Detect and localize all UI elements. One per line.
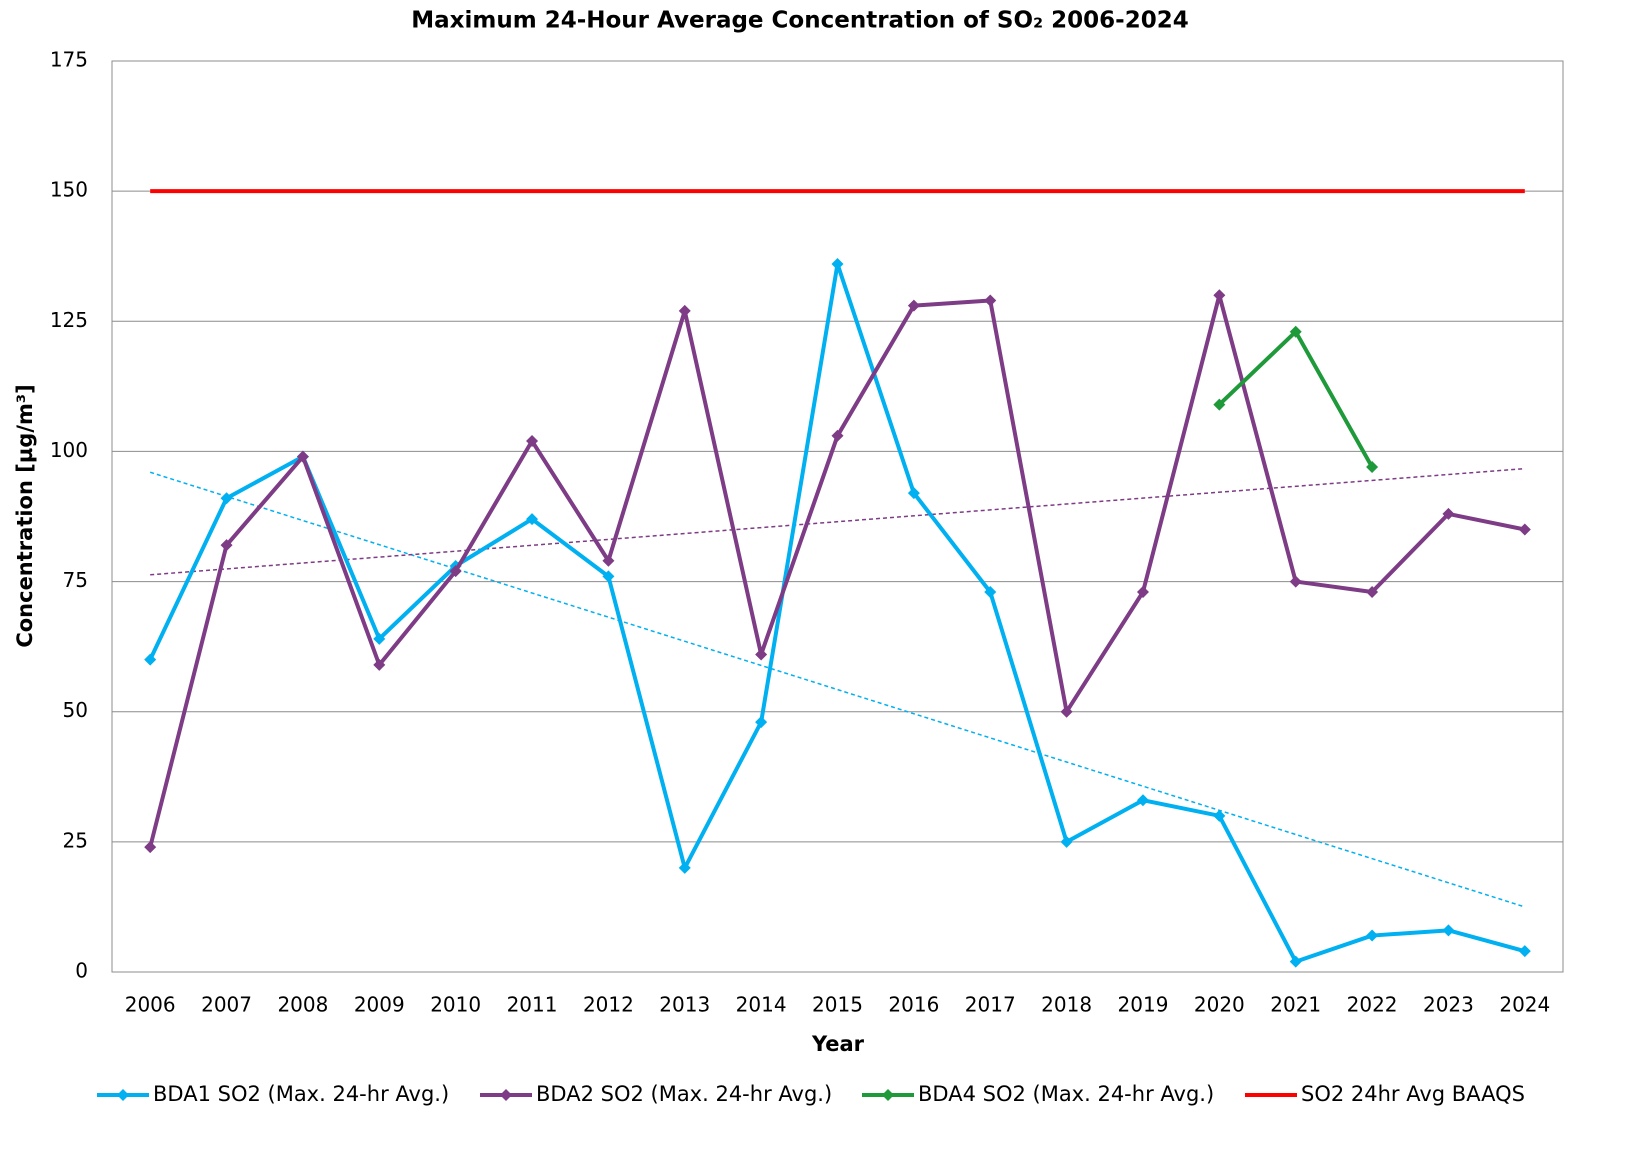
y-tick-label: 175 — [50, 48, 88, 72]
x-tick-label: 2008 — [277, 993, 328, 1017]
data-point — [831, 258, 844, 271]
x-tick-label: 2023 — [1423, 993, 1474, 1017]
data-point — [1213, 289, 1226, 302]
data-point — [678, 304, 691, 317]
x-tick-label: 2006 — [125, 993, 176, 1017]
y-tick-label: 125 — [50, 308, 88, 332]
x-tick-label: 2011 — [507, 993, 558, 1017]
data-point — [831, 429, 844, 442]
data-point — [678, 861, 691, 874]
data-point — [1366, 929, 1379, 942]
y-tick-label: 50 — [63, 698, 88, 722]
data-point — [1442, 924, 1455, 937]
data-point — [296, 450, 309, 463]
legend-label: BDA1 SO2 (Max. 24-hr Avg.) — [153, 1082, 449, 1106]
y-tick-label: 100 — [50, 438, 88, 462]
data-point — [1442, 507, 1455, 520]
legend-label: SO2 24hr Avg BAAQS — [1301, 1082, 1525, 1106]
x-tick-label: 2024 — [1499, 993, 1550, 1017]
x-tick-label: 2009 — [354, 993, 405, 1017]
legend-label: BDA4 SO2 (Max. 24-hr Avg.) — [918, 1082, 1214, 1106]
data-point — [1289, 325, 1302, 338]
data-point — [755, 716, 768, 729]
y-tick-label: 0 — [75, 959, 88, 983]
data-point — [602, 554, 615, 567]
series-line — [1217, 329, 1374, 469]
trend-line — [149, 471, 1526, 908]
x-axis-title: Year — [811, 1032, 865, 1056]
x-tick-label: 2022 — [1347, 993, 1398, 1017]
legend-marker — [882, 1089, 894, 1101]
data-point — [907, 487, 920, 500]
data-point — [144, 653, 157, 666]
data-point — [602, 570, 615, 583]
series-line — [148, 293, 1526, 848]
x-tick-label: 2015 — [812, 993, 863, 1017]
data-point — [144, 841, 157, 854]
data-point — [1518, 523, 1531, 536]
x-tick-label: 2013 — [659, 993, 710, 1017]
data-point — [373, 658, 386, 671]
trend-line — [150, 467, 1525, 576]
x-tick-label: 2014 — [736, 993, 787, 1017]
data-point — [984, 585, 997, 598]
x-tick-label: 2018 — [1041, 993, 1092, 1017]
x-tick-label: 2017 — [965, 993, 1016, 1017]
data-point — [373, 632, 386, 645]
data-point — [220, 539, 233, 552]
x-tick-label: 2020 — [1194, 993, 1245, 1017]
data-point — [449, 565, 462, 578]
data-point — [1136, 794, 1149, 807]
data-point — [755, 648, 768, 661]
y-tick-label: 25 — [63, 828, 88, 852]
data-point — [1060, 835, 1073, 848]
legend-marker — [117, 1089, 129, 1101]
data-point — [1289, 955, 1302, 968]
x-tick-label: 2012 — [583, 993, 634, 1017]
y-tick-label: 75 — [63, 568, 88, 592]
data-point — [1366, 461, 1379, 474]
y-tick-label: 150 — [50, 178, 88, 202]
x-tick-label: 2019 — [1118, 993, 1169, 1017]
data-point — [1136, 585, 1149, 598]
data-point — [1518, 945, 1531, 958]
chart-title: Maximum 24-Hour Average Concentration of… — [411, 8, 1188, 34]
data-point — [1213, 809, 1226, 822]
data-point — [1213, 398, 1226, 411]
data-point — [1366, 585, 1379, 598]
data-point — [220, 492, 233, 505]
y-axis-title: Concentration [µg/m³] — [13, 384, 37, 647]
x-tick-label: 2010 — [430, 993, 481, 1017]
x-tick-label: 2016 — [888, 993, 939, 1017]
data-point — [1289, 575, 1302, 588]
data-point — [526, 435, 539, 448]
x-tick-label: 2007 — [201, 993, 252, 1017]
legend-label: BDA2 SO2 (Max. 24-hr Avg.) — [536, 1082, 832, 1106]
legend-marker — [500, 1089, 512, 1101]
data-point — [984, 294, 997, 307]
data-point — [907, 299, 920, 312]
x-tick-label: 2021 — [1270, 993, 1321, 1017]
data-point — [1060, 705, 1073, 718]
data-point — [526, 513, 539, 526]
